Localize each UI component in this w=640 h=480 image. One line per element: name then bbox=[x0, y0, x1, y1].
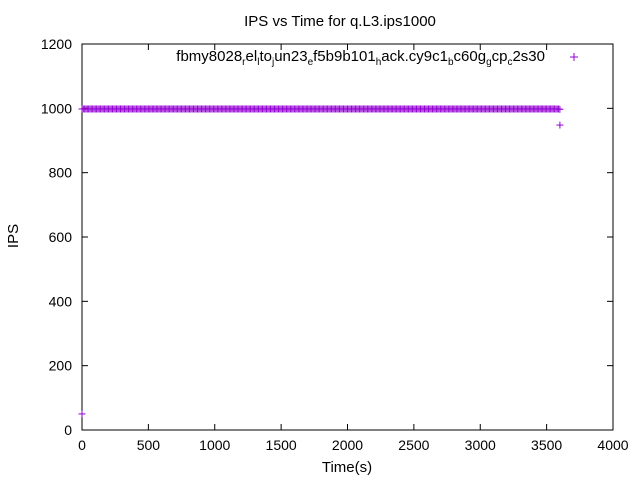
legend-label-part: f5b9b101 bbox=[313, 48, 376, 65]
y-axis-label: IPS bbox=[5, 224, 22, 248]
y-tick-label: 600 bbox=[49, 229, 73, 245]
x-tick-label: 4000 bbox=[597, 437, 628, 453]
x-tick-label: 1000 bbox=[199, 437, 230, 453]
legend-label-part: b bbox=[448, 57, 454, 68]
x-tick-label: 500 bbox=[137, 437, 161, 453]
x-tick-label: 0 bbox=[78, 437, 86, 453]
y-ticks: 0 200 400 600 800 1000 1200 bbox=[41, 36, 613, 438]
x-tick-label: 3000 bbox=[465, 437, 496, 453]
x-tick-label: 2500 bbox=[398, 437, 429, 453]
legend-label-part: l bbox=[257, 57, 259, 68]
legend-label-part: h bbox=[376, 57, 382, 68]
chart-title: IPS vs Time for q.L3.ips1000 bbox=[244, 13, 436, 30]
y-tick-label: 200 bbox=[49, 358, 73, 374]
y-tick-label: 0 bbox=[64, 422, 72, 438]
legend-label-part: un23 bbox=[274, 48, 307, 65]
legend-label-part: fbmy8028 bbox=[176, 48, 242, 65]
legend-label-part: el bbox=[246, 48, 258, 65]
legend-label-part: 2s30 bbox=[512, 48, 545, 65]
legend-label-part: r bbox=[242, 57, 246, 68]
series-layer bbox=[78, 105, 564, 418]
y-tick-label: 800 bbox=[49, 165, 73, 181]
x-axis-label: Time(s) bbox=[322, 459, 372, 476]
legend-label: fbmy8028relltojun23ef5b9b101hack.cy9c1bc… bbox=[176, 48, 545, 68]
legend-label-part: to bbox=[259, 48, 272, 65]
legend-marker bbox=[570, 53, 578, 61]
legend-label-part: j bbox=[271, 57, 274, 68]
plot-border bbox=[81, 43, 614, 431]
y-tick-label: 400 bbox=[49, 293, 73, 309]
legend-label-part: ack.cy9c1 bbox=[381, 48, 448, 65]
x-tick-label: 1500 bbox=[266, 437, 297, 453]
legend-label-part: c60g bbox=[454, 48, 487, 65]
data-point bbox=[556, 121, 564, 129]
legend-label-part: c bbox=[507, 57, 512, 68]
legend-label-part: e bbox=[308, 57, 314, 68]
x-ticks: 0 500 1000 1500 2000 2500 3000 3500 4000 bbox=[78, 44, 629, 453]
x-tick-label: 3500 bbox=[531, 437, 562, 453]
legend-label-part: cp bbox=[492, 48, 508, 65]
series bbox=[78, 105, 564, 418]
y-tick-label: 1000 bbox=[41, 100, 72, 116]
data-point bbox=[78, 410, 86, 418]
legend-label-part: g bbox=[486, 57, 492, 68]
legend: fbmy8028relltojun23ef5b9b101hack.cy9c1bc… bbox=[176, 48, 578, 68]
y-tick-label: 1200 bbox=[41, 36, 72, 52]
x-tick-label: 2000 bbox=[332, 437, 363, 453]
data-point bbox=[556, 105, 564, 113]
